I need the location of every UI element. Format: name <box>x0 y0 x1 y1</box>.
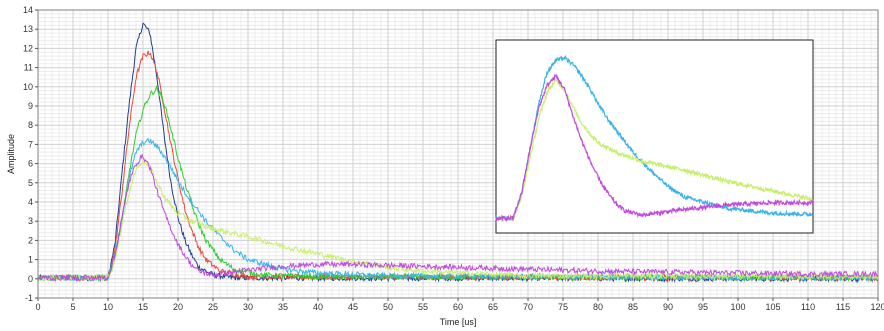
x-tick-label: 45 <box>348 302 358 312</box>
x-tick-label: 55 <box>418 302 428 312</box>
y-tick-label: 8 <box>28 120 33 130</box>
x-tick-label: 10 <box>103 302 113 312</box>
x-tick-label: 50 <box>383 302 393 312</box>
y-tick-label: 11 <box>24 63 33 73</box>
x-tick-label: 80 <box>593 302 603 312</box>
y-tick-label: 3 <box>28 216 33 226</box>
x-tick-label: 20 <box>173 302 183 312</box>
x-axis-ticks: 0 5 10 15 20 25 30 35 40 45 50 55 60 65 70 75 80 85 90 95 10… <box>35 298 884 312</box>
x-tick-label: 35 <box>278 302 288 312</box>
inset-series-line-6 <box>495 73 814 223</box>
y-tick-label: 2 <box>28 235 33 245</box>
y-tick-label: 12 <box>23 43 33 53</box>
y-tick-label: 7 <box>28 139 33 149</box>
x-tick-label: 15 <box>138 302 148 312</box>
x-tick-label: 0 <box>35 302 40 312</box>
x-tick-label: 85 <box>628 302 638 312</box>
x-tick-label: 40 <box>313 302 323 312</box>
series-line-6 <box>37 154 879 282</box>
y-tick-label: 4 <box>28 197 33 207</box>
x-tick-label: 5 <box>70 302 75 312</box>
x-tick-label: 30 <box>243 302 253 312</box>
series-layer <box>37 22 879 284</box>
x-tick-label: 95 <box>698 302 708 312</box>
x-tick-label: 120 <box>870 302 884 312</box>
inset-zoom-box <box>495 39 814 234</box>
x-tick-label: 110 <box>801 302 815 312</box>
y-tick-label: 14 <box>23 5 33 15</box>
y-tick-label: 13 <box>23 24 33 34</box>
x-axis-title: Time [us] <box>440 317 477 327</box>
x-tick-label: 100 <box>730 302 745 312</box>
x-tick-label: 90 <box>663 302 673 312</box>
y-tick-label: 0 <box>28 274 33 284</box>
inset-frame <box>495 39 814 234</box>
y-tick-label: 10 <box>23 82 33 92</box>
y-axis-title: Amplitude <box>6 134 16 174</box>
y-tick-label: 1 <box>28 255 33 265</box>
series-line-5 <box>37 158 879 283</box>
x-tick-label: 75 <box>558 302 568 312</box>
x-tick-label: 60 <box>453 302 463 312</box>
y-tick-label: -1 <box>25 293 33 303</box>
x-tick-label: 25 <box>208 302 218 312</box>
y-tick-label: 6 <box>28 159 33 169</box>
y-tick-label: 5 <box>28 178 33 188</box>
x-tick-label: 65 <box>488 302 498 312</box>
x-tick-label: 105 <box>765 302 780 312</box>
inset-series-line-5 <box>495 77 814 223</box>
y-tick-label: 9 <box>28 101 33 111</box>
x-tick-label: 70 <box>523 302 533 312</box>
x-tick-label: 115 <box>836 302 850 312</box>
inset-series-line-4 <box>495 54 814 222</box>
